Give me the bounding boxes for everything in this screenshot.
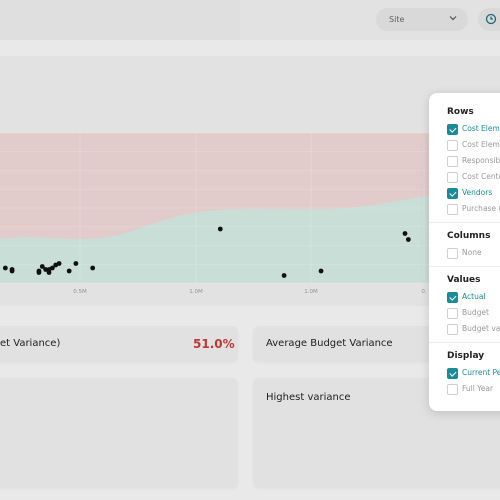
chart-bands [0, 133, 500, 283]
data-point [66, 268, 72, 274]
chart-x-ticks: 0.5M 1.0M 1.0M 0. [73, 289, 427, 295]
data-point [2, 265, 8, 271]
option-label: Full Year [462, 384, 494, 393]
option-label: Cost Cente [462, 172, 500, 181]
section-divider [429, 266, 500, 267]
chart-points [2, 226, 411, 278]
values-section-title: Values [447, 275, 481, 285]
values-option-budget[interactable]: Budget [447, 307, 500, 319]
rows-option-cost-element-1[interactable]: Cost Eleme [447, 123, 500, 135]
checkbox[interactable] [447, 308, 458, 319]
site-select[interactable]: Site [376, 8, 468, 31]
x-tick-label: 1.0M [304, 289, 318, 295]
option-label: Cost Eleme [462, 124, 500, 133]
data-point [39, 264, 45, 269]
checkbox[interactable] [447, 156, 458, 167]
section-divider [429, 222, 500, 223]
columns-section-title: Columns [447, 231, 491, 241]
columns-option-none[interactable]: None [447, 247, 500, 259]
x-tick-label: 0. [421, 289, 426, 295]
option-label: Budget [462, 308, 489, 317]
display-option-current-period[interactable]: Current Pe [447, 367, 500, 379]
budget-variance-title: et Variance) [0, 338, 61, 349]
data-point [36, 270, 42, 275]
data-point [90, 265, 96, 271]
rows-option-cost-center[interactable]: Cost Cente [447, 171, 500, 183]
data-point [9, 268, 15, 274]
rows-option-purchase-order[interactable]: Purchase O [447, 203, 500, 215]
rows-option-vendors[interactable]: Vendors [447, 187, 500, 199]
option-label: Purchase O [462, 204, 500, 213]
data-point [217, 226, 223, 232]
data-point [46, 270, 52, 275]
checkbox-checked[interactable] [447, 292, 458, 303]
checkbox[interactable] [447, 324, 458, 335]
rows-option-responsibility[interactable]: Responsibi [447, 155, 500, 167]
data-point [49, 265, 55, 271]
checkbox-checked[interactable] [447, 368, 458, 379]
rows-section-title: Rows [447, 107, 474, 117]
variance-detail-card [0, 378, 238, 488]
top-bar-left-area [0, 0, 240, 40]
option-label: Cost Eleme [462, 140, 500, 149]
average-budget-variance-title: Average Budget Variance [266, 338, 393, 349]
option-label: Vendors [462, 188, 493, 197]
chart-lower-band [0, 191, 500, 283]
variance-scatter-chart: 0.5M 1.0M 1.0M 0. [0, 132, 500, 295]
display-section-title: Display [447, 351, 485, 361]
data-point [56, 261, 62, 266]
option-label: None [462, 248, 482, 257]
data-point [73, 261, 79, 266]
values-option-actual[interactable]: Actual [447, 291, 500, 303]
top-bar: Site [0, 0, 500, 40]
checkbox[interactable] [447, 384, 458, 395]
pivot-options-panel: Rows Cost Eleme Cost Eleme Responsibi Co… [429, 93, 500, 411]
option-label: Budget var [462, 324, 500, 333]
option-label: Actual [462, 292, 486, 301]
section-divider [429, 342, 500, 343]
checkbox-checked[interactable] [447, 124, 458, 135]
display-option-full-year[interactable]: Full Year [447, 383, 500, 395]
history-button[interactable] [478, 8, 500, 31]
site-select-value: Site [389, 15, 405, 24]
data-point [402, 231, 408, 236]
chevron-down-icon [449, 16, 457, 21]
budget-variance-value: 51.0% [193, 337, 235, 351]
budget-variance-card: et Variance) 51.0% [0, 326, 238, 362]
clock-icon [485, 13, 497, 25]
checkbox-checked[interactable] [447, 188, 458, 199]
values-option-budget-variance[interactable]: Budget var [447, 323, 500, 335]
data-point [43, 267, 49, 272]
option-label: Responsibi [462, 156, 500, 165]
data-point [318, 268, 324, 274]
rows-option-cost-element-2[interactable]: Cost Eleme [447, 139, 500, 151]
data-point [405, 237, 411, 242]
variance-chart-card: 0.5M 1.0M 1.0M 0. [0, 56, 500, 306]
option-label: Current Pe [462, 368, 500, 377]
x-tick-label: 1.0M [189, 289, 203, 295]
highest-variance-title: Highest variance [266, 392, 351, 403]
chart-grid [0, 132, 500, 284]
x-tick-label: 0.5M [73, 289, 87, 295]
checkbox[interactable] [447, 248, 458, 259]
checkbox[interactable] [447, 204, 458, 215]
data-point [281, 273, 287, 278]
checkbox[interactable] [447, 172, 458, 183]
checkbox[interactable] [447, 140, 458, 151]
